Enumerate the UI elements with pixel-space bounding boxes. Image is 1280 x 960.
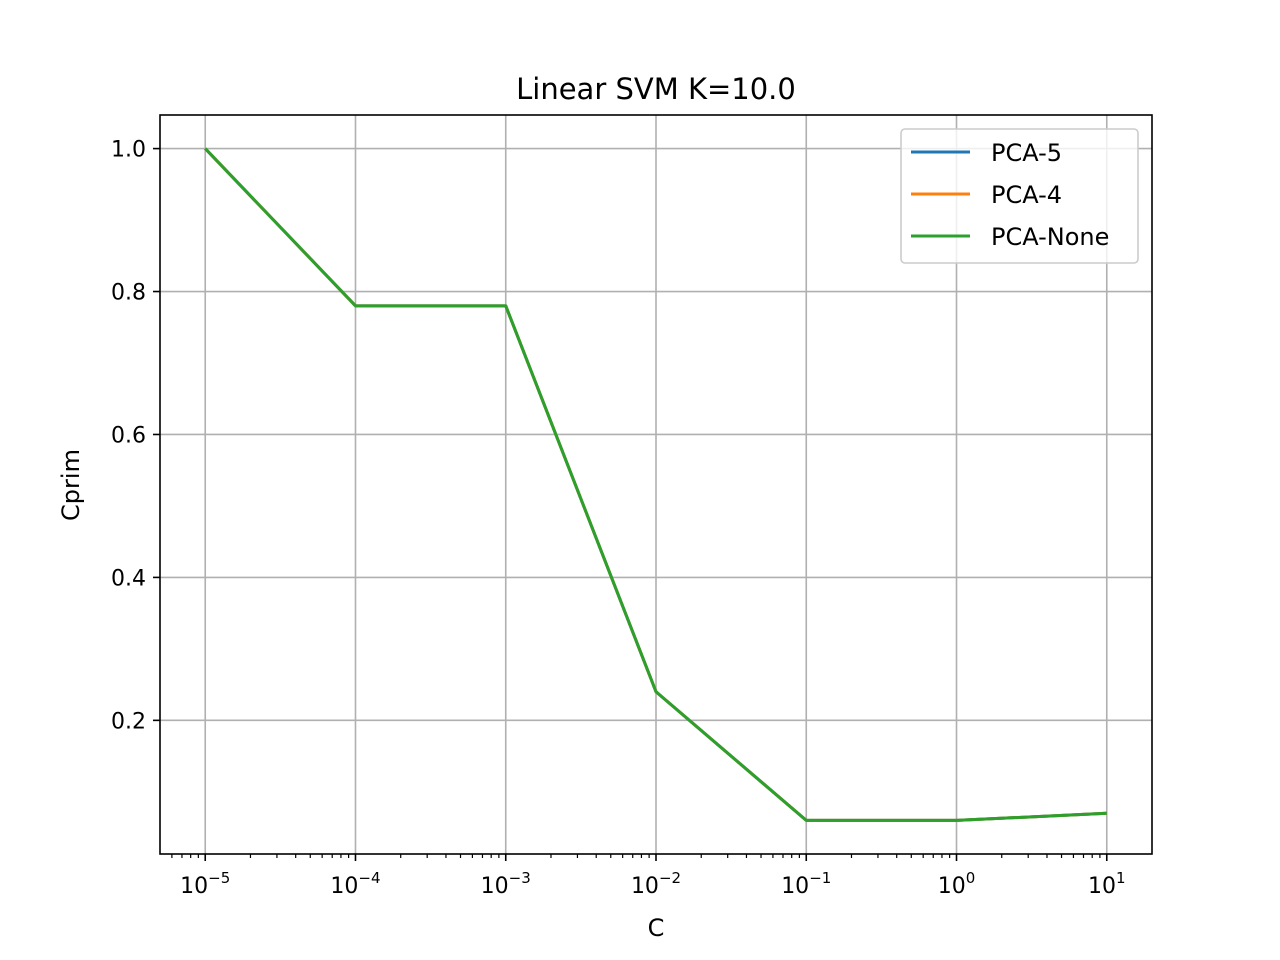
x-tick-label: 10−3 <box>481 869 531 899</box>
axis-ticks <box>153 147 1108 861</box>
x-tick-exponent: −5 <box>208 869 230 887</box>
y-tick-label: 0.2 <box>111 709 146 734</box>
y-tick-labels: 0.2 0.4 0.6 0.8 1.0 <box>111 138 146 735</box>
y-tick-label: 0.4 <box>111 566 146 591</box>
x-tick-base: 10 <box>631 874 659 899</box>
y-tick-label: 0.6 <box>111 423 146 448</box>
x-axis-label: C <box>648 914 665 942</box>
series-lines <box>204 147 1107 822</box>
x-tick-base: 10 <box>781 874 809 899</box>
x-tick-base: 10 <box>938 874 966 899</box>
chart-title: Linear SVM K=10.0 <box>516 72 796 106</box>
x-tick-exponent: 1 <box>1116 869 1126 887</box>
x-tick-label: 10−2 <box>631 869 681 899</box>
x-tick-labels: 10−5 10−4 10−3 10−2 10−1 100 101 <box>180 869 1125 899</box>
legend-label: PCA-None <box>991 223 1109 251</box>
grid <box>160 115 1152 854</box>
x-tick-exponent: 0 <box>966 869 976 887</box>
legend: PCA-5 PCA-4 PCA-None <box>900 128 1139 264</box>
x-tick-base: 10 <box>481 874 509 899</box>
series-line <box>204 147 1107 822</box>
x-tick-base: 10 <box>330 874 358 899</box>
y-axis-label: Cprim <box>57 449 85 521</box>
x-tick-exponent: −2 <box>659 869 681 887</box>
x-tick-exponent: −3 <box>509 869 531 887</box>
x-tick-exponent: −1 <box>809 869 831 887</box>
legend-label: PCA-5 <box>991 139 1062 167</box>
legend-box <box>900 128 1139 264</box>
x-tick-label: 100 <box>938 869 976 899</box>
x-tick-base: 10 <box>180 874 208 899</box>
x-tick-label: 101 <box>1088 869 1126 899</box>
legend-label: PCA-4 <box>991 181 1062 209</box>
x-tick-label: 10−1 <box>781 869 831 899</box>
y-tick-label: 0.8 <box>111 281 146 306</box>
x-tick-label: 10−5 <box>180 869 230 899</box>
y-tick-label: 1.0 <box>111 138 146 163</box>
x-tick-exponent: −4 <box>358 869 380 887</box>
x-tick-base: 10 <box>1088 874 1116 899</box>
x-tick-label: 10−4 <box>330 869 380 899</box>
